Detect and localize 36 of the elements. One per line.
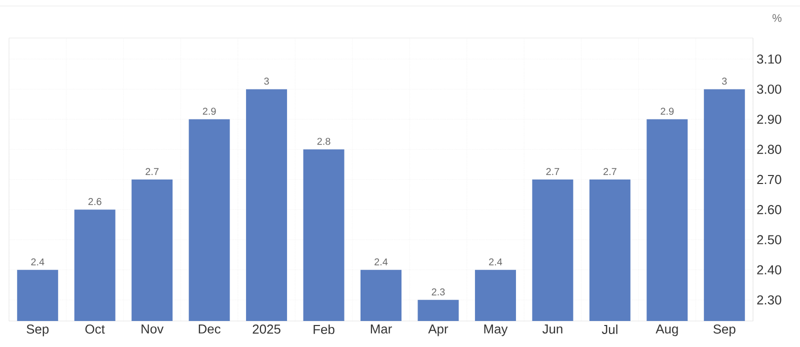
x-tick-label: Apr (428, 324, 448, 336)
data-label: 2.9 (202, 108, 216, 115)
x-tick-label: Feb (314, 324, 334, 334)
x-tick-label: Jul (602, 324, 618, 334)
y-tick-label: 3.10 (757, 54, 782, 64)
data-label: 3 (264, 78, 269, 85)
data-label: 3 (722, 78, 727, 85)
y-tick-label: 2.80 (757, 144, 782, 154)
data-label: 2.6 (88, 198, 102, 206)
y-tick-label: 2.60 (757, 205, 782, 214)
x-tick-label: Nov (142, 324, 164, 334)
x-tick-label: Jun (542, 324, 562, 334)
y-axis-title: % (772, 14, 782, 22)
data-label: 2.8 (317, 138, 330, 145)
y-tick-label: 2.90 (757, 114, 782, 124)
data-label: 2.7 (604, 168, 616, 175)
x-tick-label: May (484, 324, 508, 336)
x-tick-label: Dec (198, 324, 220, 334)
data-label: 2.9 (660, 108, 674, 115)
data-label: 2.7 (546, 168, 560, 175)
x-tick-label: 2025 (252, 324, 280, 334)
y-tick-label: 2.40 (757, 265, 782, 274)
x-tick-label: Sep (26, 324, 49, 336)
y-tick-label: 2.70 (757, 174, 782, 184)
y-tick-label: 3.00 (757, 84, 782, 94)
data-label: 2.4 (374, 258, 388, 266)
data-label: 2.4 (489, 258, 502, 266)
y-tick-label: 2.30 (757, 295, 782, 305)
x-tick-label: Aug (656, 324, 678, 336)
data-label: 2.4 (31, 258, 44, 266)
y-tick-label: 2.50 (757, 235, 782, 244)
x-tick-label: Oct (85, 324, 105, 334)
x-tick-label: Mar (370, 324, 392, 334)
data-label: 2.3 (432, 288, 445, 296)
data-label: 2.7 (146, 168, 159, 175)
x-tick-label: Sep (713, 324, 736, 336)
